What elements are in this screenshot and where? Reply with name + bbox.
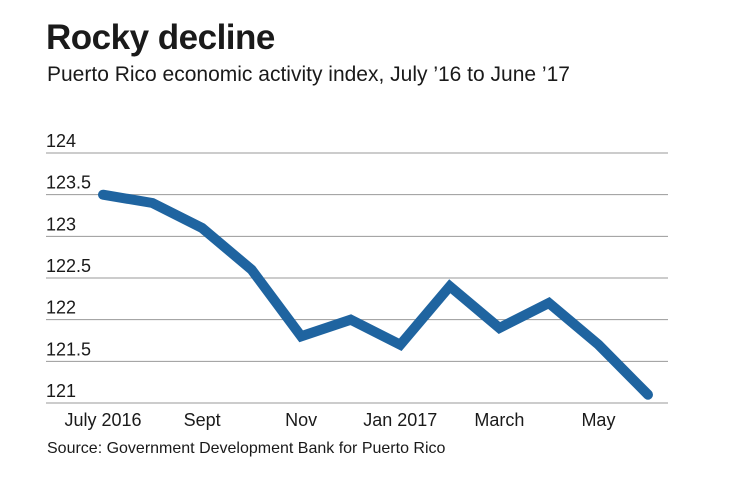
- chart-subtitle: Puerto Rico economic activity index, Jul…: [47, 63, 570, 86]
- y-tick-label: 124: [46, 131, 76, 151]
- x-tick-label: July 2016: [64, 410, 141, 430]
- y-tick-label: 123: [46, 214, 76, 234]
- x-tick-label: May: [581, 410, 615, 430]
- y-tick-label: 123.5: [46, 173, 91, 193]
- x-tick-label: Jan 2017: [363, 410, 437, 430]
- y-tick-label: 121.5: [46, 339, 91, 359]
- x-tick-label: March: [474, 410, 524, 430]
- x-tick-label: Nov: [285, 410, 317, 430]
- chart-title: Rocky decline: [46, 18, 275, 57]
- source-note: Source: Government Development Bank for …: [47, 440, 446, 457]
- y-tick-label: 122: [46, 298, 76, 318]
- y-tick-label: 121: [46, 381, 76, 401]
- x-tick-label: Sept: [184, 410, 221, 430]
- series-line: [98, 189, 653, 400]
- y-tick-label: 122.5: [46, 256, 91, 276]
